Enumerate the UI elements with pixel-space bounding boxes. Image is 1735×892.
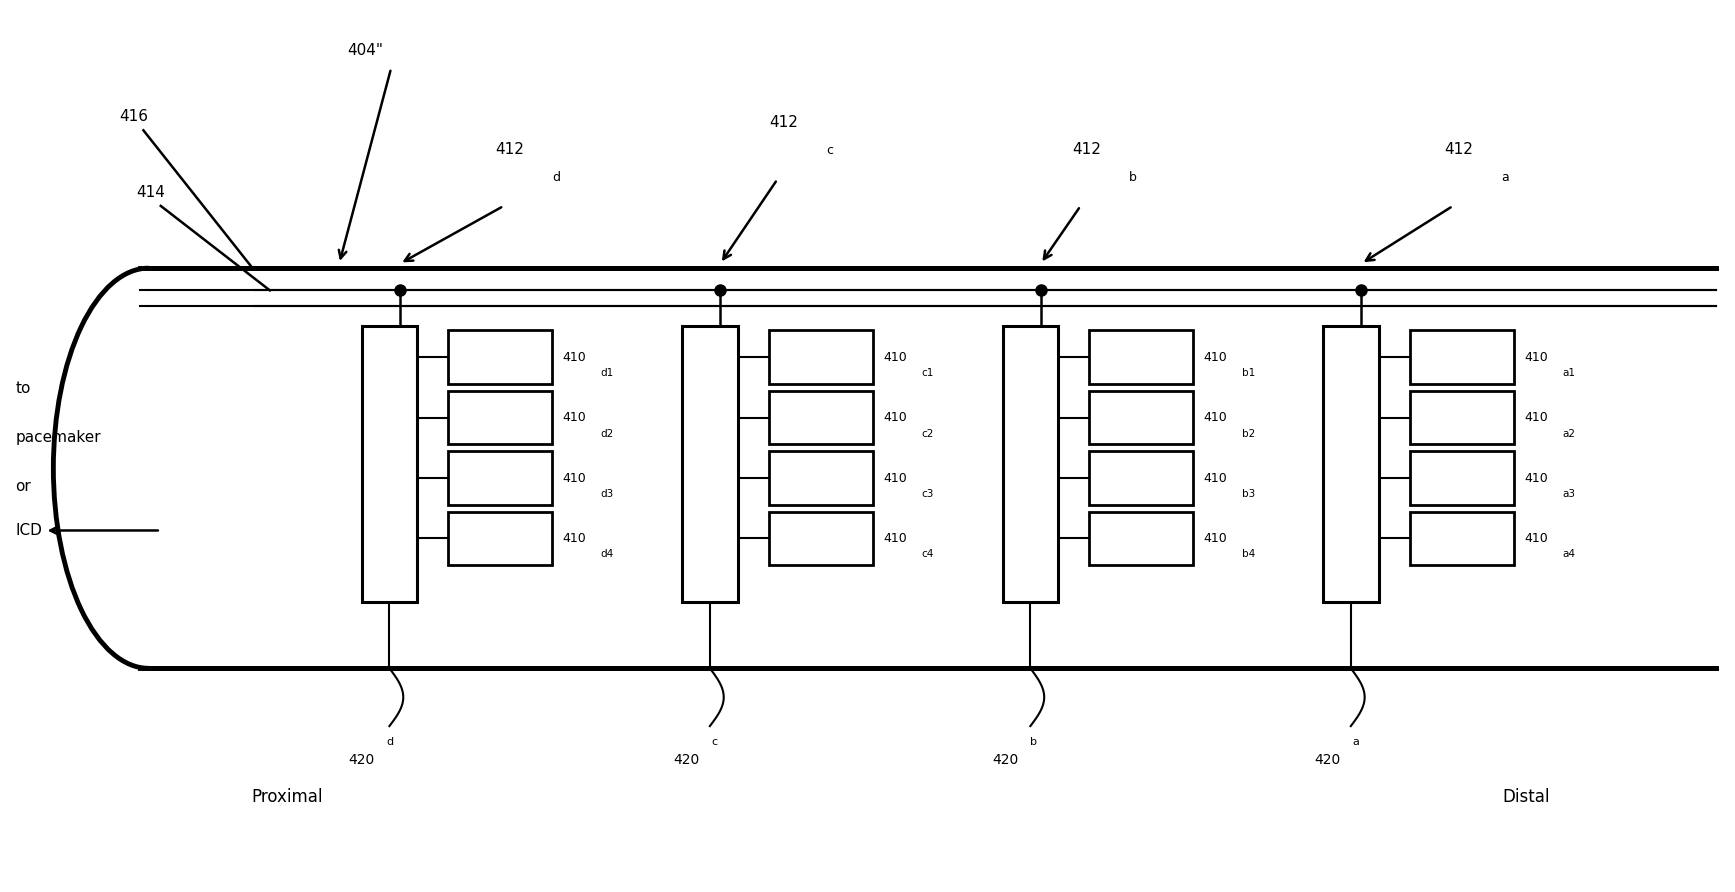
Text: 414: 414 <box>137 185 165 200</box>
Bar <box>448 391 552 444</box>
Text: or: or <box>16 478 31 493</box>
Text: 410: 410 <box>1204 411 1227 424</box>
Text: 412: 412 <box>494 142 524 157</box>
Text: c4: c4 <box>921 549 933 559</box>
Text: 412: 412 <box>1072 142 1100 157</box>
Bar <box>361 326 416 601</box>
Bar <box>1409 512 1513 566</box>
Text: c: c <box>826 144 833 157</box>
Text: b: b <box>1129 170 1136 184</box>
Text: c3: c3 <box>921 489 933 499</box>
Text: b2: b2 <box>1242 428 1254 439</box>
Text: b4: b4 <box>1242 549 1254 559</box>
Text: c2: c2 <box>921 428 933 439</box>
Bar <box>1324 326 1379 601</box>
Text: d3: d3 <box>600 489 614 499</box>
Bar <box>1003 326 1058 601</box>
Text: b1: b1 <box>1242 368 1254 378</box>
Text: c1: c1 <box>921 368 933 378</box>
Bar <box>682 326 737 601</box>
Bar <box>149 268 253 668</box>
Bar <box>1090 512 1194 566</box>
Text: d4: d4 <box>600 549 614 559</box>
Text: 410: 410 <box>1523 411 1548 424</box>
Text: 412: 412 <box>769 115 798 130</box>
Text: ICD: ICD <box>16 523 42 538</box>
Text: d: d <box>552 170 560 184</box>
Text: a: a <box>1353 737 1360 747</box>
Text: 410: 410 <box>1523 472 1548 484</box>
Text: 412: 412 <box>1444 142 1473 157</box>
Text: pacemaker: pacemaker <box>16 430 101 444</box>
Text: 410: 410 <box>1204 351 1227 364</box>
Text: 410: 410 <box>883 411 907 424</box>
Bar <box>1090 391 1194 444</box>
Text: 420: 420 <box>1315 753 1341 767</box>
Bar <box>769 512 873 566</box>
Bar <box>769 330 873 384</box>
Text: to: to <box>16 381 31 396</box>
Text: 410: 410 <box>883 532 907 545</box>
Text: a4: a4 <box>1562 549 1575 559</box>
Text: 410: 410 <box>562 351 586 364</box>
Text: 410: 410 <box>1523 532 1548 545</box>
Text: 410: 410 <box>883 472 907 484</box>
Bar <box>1090 330 1194 384</box>
Text: 410: 410 <box>1204 532 1227 545</box>
Text: 420: 420 <box>992 753 1018 767</box>
Text: b: b <box>1031 737 1038 747</box>
Text: 410: 410 <box>562 532 586 545</box>
Text: 410: 410 <box>1204 472 1227 484</box>
Text: 410: 410 <box>562 472 586 484</box>
Text: 410: 410 <box>562 411 586 424</box>
Text: d: d <box>385 737 394 747</box>
Bar <box>448 512 552 566</box>
Text: d1: d1 <box>600 368 614 378</box>
Text: Proximal: Proximal <box>252 789 323 806</box>
Text: c: c <box>711 737 718 747</box>
Text: a2: a2 <box>1562 428 1575 439</box>
Text: a1: a1 <box>1562 368 1575 378</box>
Bar <box>769 391 873 444</box>
Bar <box>1090 451 1194 505</box>
Text: 410: 410 <box>1523 351 1548 364</box>
Text: 404": 404" <box>347 43 383 58</box>
Bar <box>448 451 552 505</box>
Bar <box>1409 330 1513 384</box>
Text: d2: d2 <box>600 428 614 439</box>
Bar <box>769 451 873 505</box>
Bar <box>448 330 552 384</box>
Text: 420: 420 <box>673 753 699 767</box>
Bar <box>1409 451 1513 505</box>
Ellipse shape <box>54 268 245 668</box>
Bar <box>141 268 1716 668</box>
Text: 416: 416 <box>120 110 147 125</box>
Text: 410: 410 <box>883 351 907 364</box>
Bar <box>1409 391 1513 444</box>
Text: Distal: Distal <box>1503 789 1549 806</box>
Text: 420: 420 <box>347 753 375 767</box>
Text: a3: a3 <box>1562 489 1575 499</box>
Text: a: a <box>1501 170 1509 184</box>
Text: b3: b3 <box>1242 489 1254 499</box>
